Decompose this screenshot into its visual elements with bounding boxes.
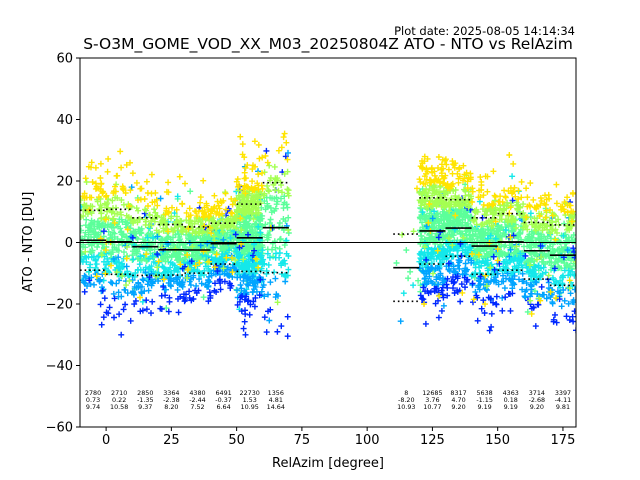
bin-n-label: 1356 xyxy=(268,389,284,397)
bin-n-label: 2710 xyxy=(111,389,127,397)
bin-n-label: 4363 xyxy=(503,389,519,397)
bin-mean-label: -2.38 xyxy=(163,396,180,404)
y-tick-label: 20 xyxy=(56,175,73,190)
bin-n-label: 3397 xyxy=(555,389,571,397)
scatter-points xyxy=(80,130,576,340)
bin-n-label: 4380 xyxy=(189,389,205,397)
bin-mean-label: 3.76 xyxy=(425,396,439,404)
bin-std-label: 9.81 xyxy=(556,403,570,411)
x-tick-label: 175 xyxy=(551,433,576,448)
y-tick-label: 60 xyxy=(56,52,73,67)
x-tick-label: 125 xyxy=(420,433,445,448)
y-tick-label: −60 xyxy=(46,421,73,436)
bin-std-label: 10.93 xyxy=(397,403,415,411)
bin-mean-label: 1.53 xyxy=(243,396,257,404)
bin-statistics-lines xyxy=(80,181,576,303)
bin-std-label: 9.37 xyxy=(138,403,152,411)
y-tick-label: 0 xyxy=(65,236,73,251)
bin-n-label: 2780 xyxy=(85,389,101,397)
bin-mean-label: -2.44 xyxy=(189,396,206,404)
bin-std-label: 14.64 xyxy=(267,403,285,411)
plot-date: Plot date: 2025-08-05 14:14:34 xyxy=(394,24,575,38)
bin-std-label: 9.19 xyxy=(504,403,518,411)
bin-n-label: 22730 xyxy=(240,389,260,397)
bin-mean-label: -1.15 xyxy=(476,396,493,404)
y-tick-label: −40 xyxy=(46,359,73,374)
bin-mean-label: 0.73 xyxy=(86,396,100,404)
y-tick-label: −20 xyxy=(46,298,73,313)
bin-n-label: 6491 xyxy=(215,389,231,397)
bin-mean-label: -4.11 xyxy=(555,396,572,404)
x-axis-label: RelAzim [degree] xyxy=(272,456,384,471)
x-tick-label: 25 xyxy=(163,433,180,448)
x-axis-ticks: 0 25 50 75 100 125 150 175 xyxy=(102,427,575,448)
bin-mean-label: -0.37 xyxy=(215,396,232,404)
chart-title: S-O3M_GOME_VOD_XX_M03_20250804Z ATO - NT… xyxy=(83,35,573,54)
bin-std-label: 8.20 xyxy=(164,403,178,411)
bin-std-label: 10.58 xyxy=(110,403,128,411)
bin-std-label: 7.52 xyxy=(190,403,204,411)
bin-mean-label: -1.35 xyxy=(137,396,154,404)
y-tick-label: 40 xyxy=(56,113,73,128)
bin-n-label: 12685 xyxy=(422,389,442,397)
x-tick-label: 0 xyxy=(102,433,110,448)
bin-std-label: 9.19 xyxy=(478,403,492,411)
bin-mean-label: 0.18 xyxy=(504,396,518,404)
x-tick-label: 75 xyxy=(294,433,311,448)
y-axis-ticks: −60 −40 −20 0 20 40 60 xyxy=(46,52,80,436)
bin-n-label: 8 xyxy=(404,389,408,397)
x-tick-label: 100 xyxy=(355,433,380,448)
bin-std-label: 10.95 xyxy=(241,403,259,411)
bin-std-label: 9.20 xyxy=(451,403,465,411)
bin-std-label: 9.74 xyxy=(86,403,100,411)
x-tick-label: 150 xyxy=(485,433,510,448)
y-axis-label: ATO - NTO [DU] xyxy=(21,192,36,293)
scatter-series-5 xyxy=(80,130,576,317)
bin-mean-label: 4.81 xyxy=(269,396,283,404)
bin-std-label: 10.77 xyxy=(423,403,441,411)
scatter-series-0 xyxy=(81,147,576,340)
bin-mean-label: 4.70 xyxy=(451,396,465,404)
x-tick-label: 50 xyxy=(228,433,245,448)
bin-n-label: 3364 xyxy=(163,389,179,397)
bin-mean-label: 0.22 xyxy=(112,396,126,404)
bin-mean-label: -2.68 xyxy=(529,396,546,404)
bin-n-label: 8317 xyxy=(450,389,466,397)
bin-n-label: 5638 xyxy=(476,389,492,397)
bin-mean-label: -8.20 xyxy=(398,396,415,404)
bin-n-label: 2850 xyxy=(137,389,153,397)
bin-std-label: 6.64 xyxy=(216,403,230,411)
bin-std-label: 9.20 xyxy=(530,403,544,411)
bin-n-label: 3714 xyxy=(529,389,545,397)
